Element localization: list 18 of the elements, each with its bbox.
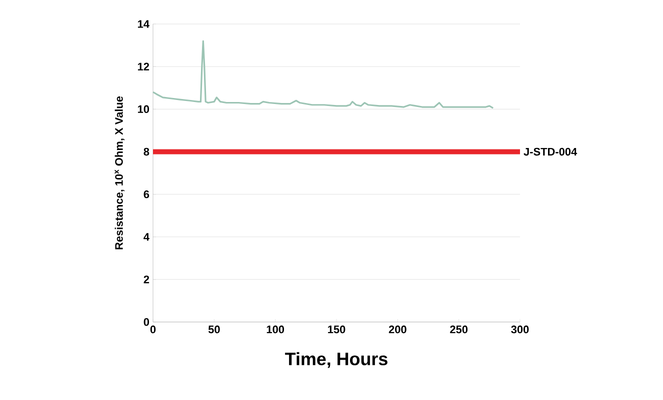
- y-axis-title: Resistance, 10$^{x}$ Ohm, X Value: [114, 96, 124, 250]
- y-tick-label: 4: [144, 233, 150, 241]
- y-tick-label: 2: [144, 276, 150, 284]
- y-tick-label: 10: [138, 105, 150, 114]
- x-tick-label: 300: [511, 326, 529, 334]
- x-tick-label: 50: [208, 326, 220, 334]
- ref-line-label: J-STD-004: [524, 148, 578, 156]
- y-tick-label: 0: [144, 318, 150, 326]
- y-tick-label: 14: [138, 20, 150, 28]
- x-tick-label: 250: [450, 326, 468, 334]
- y-tick-label: 6: [144, 190, 150, 198]
- y-tick-label: 12: [138, 62, 150, 70]
- x-axis-title: Time, Hours: [285, 352, 388, 368]
- y-tick-label: 8: [144, 148, 150, 156]
- x-tick-label: 0: [150, 326, 156, 334]
- x-tick-label: 150: [328, 326, 346, 334]
- x-tick-label: 200: [388, 326, 406, 334]
- x-tick-label: 100: [266, 326, 284, 334]
